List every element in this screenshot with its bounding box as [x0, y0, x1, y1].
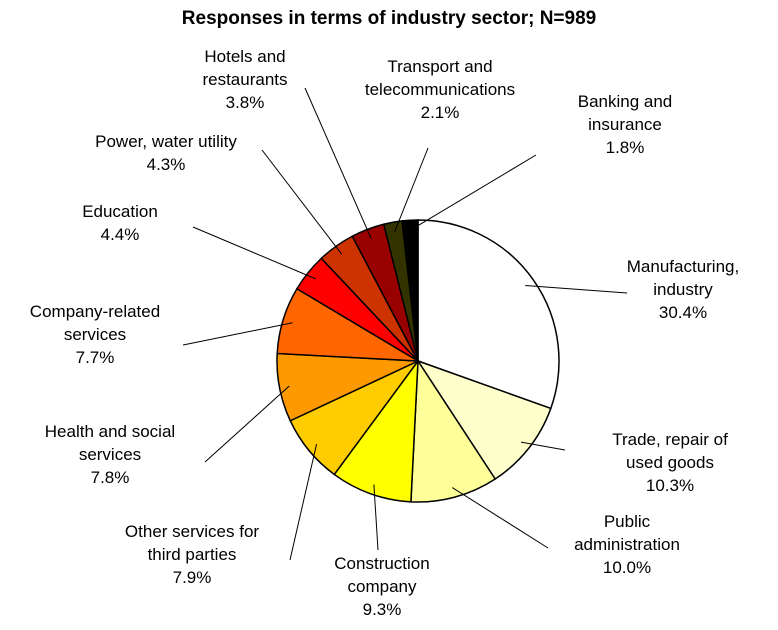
value-label: 7.9% — [172, 568, 212, 587]
slice-label: Health and social services 7.8% — [35, 420, 185, 489]
value-label: 4.4% — [100, 225, 140, 244]
slice-label: Manufacturing, industry 30.4% — [613, 255, 753, 324]
category-label: Public administration — [574, 512, 680, 554]
pie-slice — [410, 358, 497, 503]
slice-label: Transport and telecommunications 2.1% — [350, 55, 530, 124]
category-label: Power, water utility — [95, 132, 237, 151]
category-label: Hotels and restaurants — [202, 47, 288, 89]
category-label: Banking and insurance — [577, 92, 673, 134]
leader-line — [204, 385, 290, 463]
value-label: 10.3% — [645, 476, 695, 495]
category-label: Transport and telecommunications — [364, 57, 516, 99]
category-label: Construction company — [334, 554, 430, 596]
slice-label: Banking and insurance 1.8% — [565, 90, 685, 159]
pie-slice — [401, 219, 419, 362]
slice-label: Education 4.4% — [60, 200, 180, 246]
value-label: 1.8% — [605, 138, 645, 157]
leader-line — [304, 87, 372, 239]
category-label: Other services for third parties — [124, 522, 260, 564]
slice-label: Company-related services 7.7% — [20, 300, 170, 369]
leader-line — [289, 443, 318, 561]
leader-line — [394, 147, 429, 233]
leader-line — [410, 154, 537, 231]
category-label: Education — [82, 202, 158, 221]
slice-label: Construction company 9.3% — [322, 552, 442, 621]
slice-label: Trade, repair of used goods 10.3% — [600, 428, 740, 497]
value-label: 2.1% — [420, 103, 460, 122]
leader-line — [261, 149, 343, 255]
value-label: 10.0% — [602, 558, 652, 577]
slice-label: Public administration 10.0% — [562, 510, 692, 579]
category-label: Health and social services — [44, 422, 176, 464]
value-label: 30.4% — [658, 303, 708, 322]
pie-slice — [333, 358, 419, 503]
leader-line — [452, 487, 549, 549]
pie-slice — [417, 219, 560, 410]
leader-line — [182, 322, 293, 346]
value-label: 7.8% — [90, 468, 130, 487]
chart-title: Responses in terms of industry sector; N… — [181, 8, 597, 29]
leader-line — [520, 441, 566, 451]
value-label: 7.7% — [75, 348, 115, 367]
category-label: Company-related services — [29, 302, 161, 344]
value-label: 3.8% — [225, 93, 265, 112]
category-label: Trade, repair of used goods — [612, 430, 728, 472]
value-label: 4.3% — [146, 155, 186, 174]
slice-label: Hotels and restaurants 3.8% — [190, 45, 300, 114]
leader-line — [373, 484, 379, 551]
leader-line — [525, 284, 628, 294]
slice-label: Power, water utility 4.3% — [66, 130, 266, 176]
slice-label: Other services for third parties 7.9% — [112, 520, 272, 589]
category-label: Manufacturing, industry — [626, 257, 740, 299]
pie-slice — [416, 359, 552, 481]
leader-line — [192, 226, 316, 280]
value-label: 9.3% — [362, 600, 402, 619]
